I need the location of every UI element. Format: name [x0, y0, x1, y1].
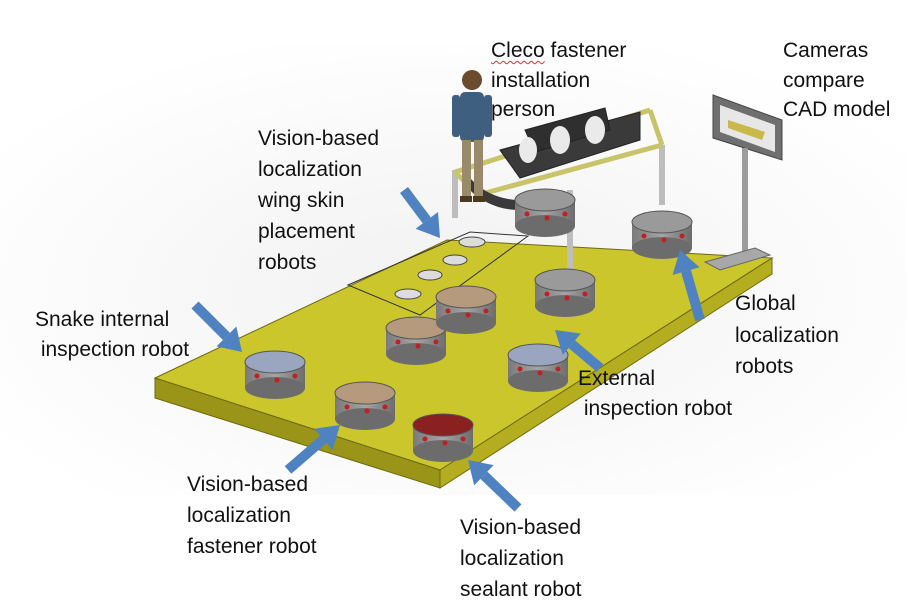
- robot-global-3: [514, 188, 576, 237]
- label-global-line2: localization: [735, 324, 839, 347]
- label-fastener-line3: fastener robot: [187, 535, 317, 558]
- label-cameras-line1: Cameras: [783, 39, 869, 62]
- label-global-line1: Global: [735, 292, 796, 315]
- robot-sealant: [412, 413, 474, 462]
- arrow-snake: [191, 301, 242, 352]
- arrow-global: [672, 250, 705, 322]
- label-snake-line2: inspection robot: [35, 338, 190, 361]
- label-wing-line4: placement: [258, 220, 355, 243]
- yellow-platform: [153, 239, 774, 489]
- arrow-group: [191, 187, 705, 512]
- label-sealant-line3: sealant robot: [460, 578, 582, 601]
- label-wing-line5: robots: [258, 251, 317, 274]
- arrow-fastener: [284, 425, 340, 474]
- label-cameras-line3: CAD model: [783, 98, 891, 121]
- label-sealant-line1: Vision-based: [460, 516, 582, 539]
- label-cameras-line2: compare: [783, 69, 865, 92]
- robot-external: [507, 343, 569, 392]
- label-wing-line3: wing skin: [258, 189, 345, 212]
- label-cleco: Cleco fastener: [491, 39, 627, 62]
- robot-wing-1: [385, 316, 447, 365]
- label-wing-line2: localization: [258, 158, 362, 181]
- label-wing-line1: Vision-based: [258, 127, 380, 150]
- robot-group: [244, 188, 693, 462]
- wing-skin-fixture-frame: [452, 107, 665, 270]
- label-fastener-line1: Vision-based: [187, 473, 309, 496]
- label-external-line1: External: [578, 367, 656, 390]
- camera-monitor: [703, 94, 783, 271]
- label-cleco-line3: person: [491, 98, 556, 121]
- arrow-sealant: [468, 460, 522, 512]
- cleco-installation-person: [452, 70, 492, 202]
- wing-skin-outline: [346, 231, 530, 316]
- platform-side-face: [439, 257, 773, 489]
- label-external-line2: inspection robot: [578, 397, 733, 420]
- label-sealant-line2: localization: [460, 547, 564, 570]
- label-fastener-line2: localization: [187, 504, 291, 527]
- robot-global-1: [534, 268, 596, 317]
- robot-snake: [244, 350, 306, 399]
- label-snake-line1: Snake internal: [35, 308, 170, 331]
- arrow-external: [555, 330, 604, 372]
- robot-global-2: [631, 210, 693, 259]
- arrow-wing: [399, 187, 440, 238]
- label-cleco-line2: installation: [491, 69, 591, 92]
- robot-fastener: [334, 381, 396, 430]
- label-global-line3: robots: [735, 355, 794, 378]
- robot-wing-2: [435, 285, 497, 334]
